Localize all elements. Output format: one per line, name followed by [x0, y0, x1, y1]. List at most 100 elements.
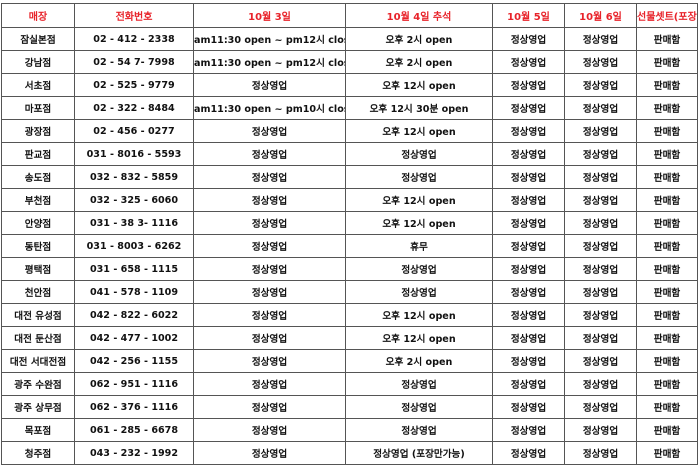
oct4-hours-cell: 휴무	[345, 234, 493, 258]
table-row: 강남점 02 - 54 7- 7998 am11:30 open ~ pm12시 c…	[1, 50, 698, 74]
oct6-hours-cell: 정상영업	[564, 326, 637, 350]
gift-set-cell: 판매함	[636, 119, 698, 143]
table-row: 안양점 031 - 38 3- 1116 정상영업 오후 12시 open 정상영업 정상…	[1, 211, 698, 235]
oct5-hours-cell: 정상영업	[492, 119, 565, 143]
phone-cell: 031 - 38 3- 1116	[74, 211, 194, 235]
store-name-cell: 부천점	[1, 188, 75, 212]
phone-cell: 032 - 832 - 5859	[74, 165, 194, 189]
phone-cell: 032 - 325 - 6060	[74, 188, 194, 212]
oct3-hours-cell: 정상영업	[193, 349, 346, 373]
gift-set-cell: 판매함	[636, 142, 698, 166]
oct3-hours-cell: 정상영업	[193, 165, 346, 189]
oct4-hours-cell: 정상영업	[345, 257, 493, 281]
table-row: 마포점 02 - 322 - 8484 am11:30 open ~ pm10시 c…	[1, 96, 698, 120]
phone-cell: 02 - 525 - 9779	[74, 73, 194, 97]
gift-set-cell: 판매함	[636, 165, 698, 189]
oct5-hours-cell: 정상영업	[492, 73, 565, 97]
table-row: 동탄점 031 - 8003 - 6262 정상영업 휴무 정상영업 정상영업 판매함	[1, 234, 698, 258]
phone-cell: 041 - 578 - 1109	[74, 280, 194, 304]
store-name-cell: 강남점	[1, 50, 75, 74]
oct4-hours-cell: 오후 2시 open	[345, 27, 493, 51]
oct3-hours-cell: 정상영업	[193, 142, 346, 166]
schedule-document: 매장 전화번호 10월 3일 10월 4일 추석 10월 5일 10월 6일 선…	[1, 3, 698, 465]
oct6-hours-cell: 정상영업	[564, 280, 637, 304]
gift-set-cell: 판매함	[636, 234, 698, 258]
oct4-hours-cell: 오후 12시 30분 open	[345, 96, 493, 120]
oct6-hours-cell: 정상영업	[564, 349, 637, 373]
store-name-cell: 광주 수완점	[1, 372, 75, 396]
oct4-hours-cell: 오후 12시 open	[345, 211, 493, 235]
table-row: 판교점 031 - 8016 - 5593 정상영업 정상영업 정상영업 정상영업 판매함	[1, 142, 698, 166]
header-row: 매장 전화번호 10월 3일 10월 4일 추석 10월 5일 10월 6일 선…	[1, 3, 698, 28]
oct4-hours-cell: 오후 12시 open	[345, 73, 493, 97]
oct5-hours-cell: 정상영업	[492, 326, 565, 350]
phone-cell: 061 - 285 - 6678	[74, 418, 194, 442]
gift-set-cell: 판매함	[636, 27, 698, 51]
store-name-cell: 평택점	[1, 257, 75, 281]
oct4-hours-cell: 오후 2시 open	[345, 349, 493, 373]
oct3-hours-cell: 정상영업	[193, 372, 346, 396]
oct6-hours-cell: 정상영업	[564, 211, 637, 235]
table-row: 대전 유성점 042 - 822 - 6022 정상영업 오후 12시 open 정상영…	[1, 303, 698, 327]
oct3-hours-cell: 정상영업	[193, 326, 346, 350]
oct6-hours-cell: 정상영업	[564, 257, 637, 281]
oct3-hours-cell: 정상영업	[193, 119, 346, 143]
oct6-hours-cell: 정상영업	[564, 119, 637, 143]
oct5-hours-cell: 정상영업	[492, 441, 565, 465]
phone-cell: 042 - 477 - 1002	[74, 326, 194, 350]
oct3-hours-cell: 정상영업	[193, 188, 346, 212]
phone-cell: 02 - 456 - 0277	[74, 119, 194, 143]
oct6-hours-cell: 정상영업	[564, 27, 637, 51]
holiday-hours-table: 매장 전화번호 10월 3일 10월 4일 추석 10월 5일 10월 6일 선…	[1, 3, 698, 465]
table-row: 서초점 02 - 525 - 9779 정상영업 오후 12시 open 정상영업 정상영…	[1, 73, 698, 97]
oct3-hours-cell: 정상영업	[193, 280, 346, 304]
gift-set-cell: 판매함	[636, 73, 698, 97]
phone-cell: 043 - 232 - 1992	[74, 441, 194, 465]
oct6-hours-cell: 정상영업	[564, 96, 637, 120]
column-header-oct3: 10월 3일	[193, 3, 346, 28]
oct4-hours-cell: 오후 12시 open	[345, 119, 493, 143]
oct4-hours-cell: 정상영업	[345, 280, 493, 304]
oct6-hours-cell: 정상영업	[564, 142, 637, 166]
phone-cell: 031 - 8003 - 6262	[74, 234, 194, 258]
oct5-hours-cell: 정상영업	[492, 142, 565, 166]
oct6-hours-cell: 정상영업	[564, 441, 637, 465]
table-row: 대전 서대전점 042 - 256 - 1155 정상영업 오후 2시 open 정상영…	[1, 349, 698, 373]
phone-cell: 02 - 54 7- 7998	[74, 50, 194, 74]
table-row: 대전 둔산점 042 - 477 - 1002 정상영업 오후 12시 open 정상영…	[1, 326, 698, 350]
gift-set-cell: 판매함	[636, 280, 698, 304]
gift-set-cell: 판매함	[636, 372, 698, 396]
gift-set-cell: 판매함	[636, 50, 698, 74]
table-row: 광주 수완점 062 - 951 - 1116 정상영업 정상영업 정상영업 정상영업 판매…	[1, 372, 698, 396]
oct4-hours-cell: 정상영업	[345, 418, 493, 442]
oct5-hours-cell: 정상영업	[492, 418, 565, 442]
oct6-hours-cell: 정상영업	[564, 50, 637, 74]
oct5-hours-cell: 정상영업	[492, 349, 565, 373]
oct3-hours-cell: am11:30 open ~ pm12시 close	[193, 27, 346, 51]
oct5-hours-cell: 정상영업	[492, 211, 565, 235]
oct5-hours-cell: 정상영업	[492, 303, 565, 327]
store-name-cell: 광장점	[1, 119, 75, 143]
gift-set-cell: 판매함	[636, 188, 698, 212]
store-name-cell: 광주 상무점	[1, 395, 75, 419]
oct3-hours-cell: 정상영업	[193, 395, 346, 419]
oct3-hours-cell: am11:30 open ~ pm12시 close	[193, 50, 346, 74]
table-row: 부천점 032 - 325 - 6060 정상영업 오후 12시 open 정상영업 정상…	[1, 188, 698, 212]
oct4-hours-cell: 정상영업 (포장만가능)	[345, 441, 493, 465]
store-name-cell: 마포점	[1, 96, 75, 120]
store-name-cell: 판교점	[1, 142, 75, 166]
oct5-hours-cell: 정상영업	[492, 27, 565, 51]
oct6-hours-cell: 정상영업	[564, 73, 637, 97]
store-name-cell: 대전 서대전점	[1, 349, 75, 373]
oct5-hours-cell: 정상영업	[492, 280, 565, 304]
oct6-hours-cell: 정상영업	[564, 165, 637, 189]
oct6-hours-cell: 정상영업	[564, 418, 637, 442]
oct6-hours-cell: 정상영업	[564, 188, 637, 212]
table-row: 청주점 043 - 232 - 1992 정상영업 정상영업 (포장만가능) 정상영업 정…	[1, 441, 698, 465]
store-name-cell: 잠실본점	[1, 27, 75, 51]
phone-cell: 042 - 822 - 6022	[74, 303, 194, 327]
oct3-hours-cell: 정상영업	[193, 257, 346, 281]
store-name-cell: 대전 둔산점	[1, 326, 75, 350]
store-name-cell: 서초점	[1, 73, 75, 97]
phone-cell: 062 - 951 - 1116	[74, 372, 194, 396]
